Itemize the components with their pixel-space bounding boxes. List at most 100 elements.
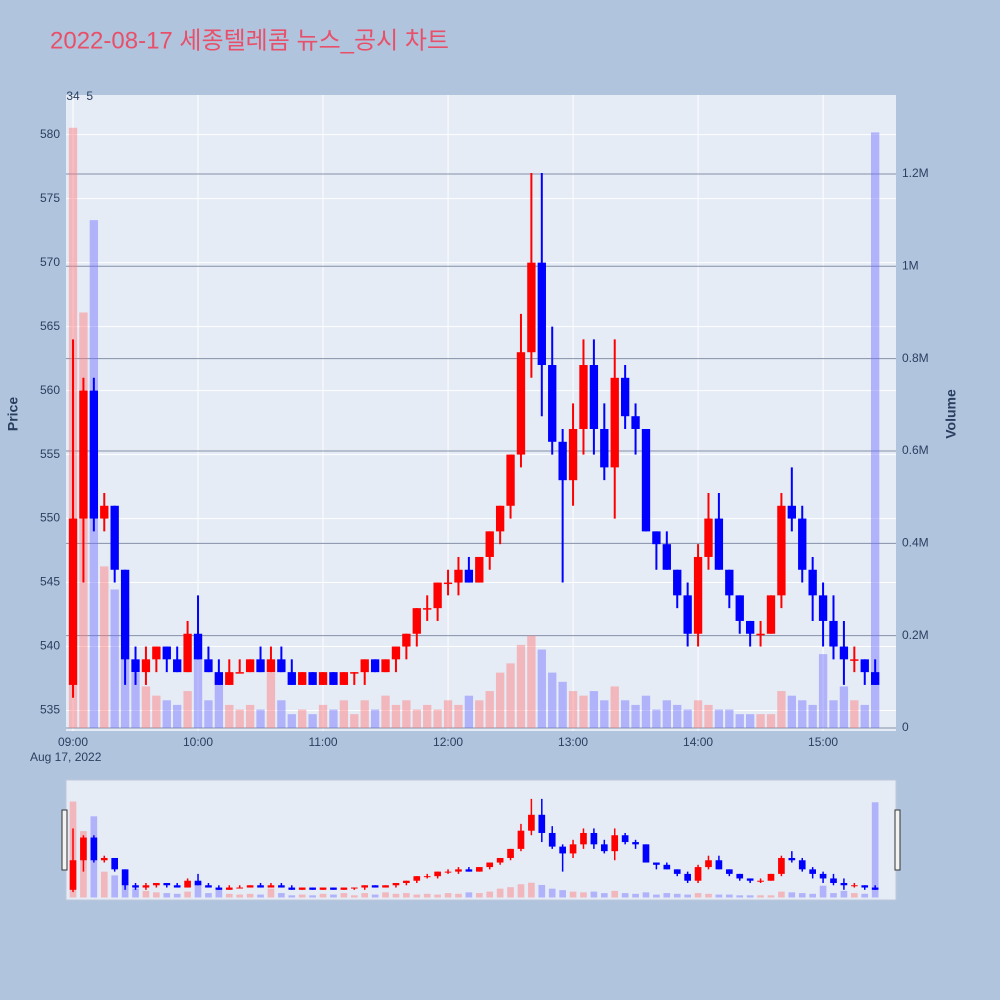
volume-bar bbox=[641, 695, 651, 728]
volume-bar bbox=[162, 700, 171, 728]
volume-bar bbox=[600, 700, 609, 728]
slider-volume-bar bbox=[725, 894, 733, 898]
slider-candle-body bbox=[673, 869, 681, 874]
volume-bar bbox=[350, 714, 359, 728]
slider-volume-bar bbox=[423, 893, 431, 898]
slider-volume-bar bbox=[621, 893, 629, 898]
candle-body bbox=[704, 518, 713, 557]
candle-body bbox=[777, 505, 786, 596]
volume-bar bbox=[798, 700, 807, 728]
slider-candle-body bbox=[246, 885, 254, 888]
candle-body bbox=[818, 595, 828, 621]
slider-candle-body bbox=[184, 880, 191, 888]
slider-candle-body bbox=[194, 880, 202, 886]
slider-volume-bar bbox=[715, 894, 723, 898]
candle-body bbox=[318, 672, 328, 685]
volume-bar bbox=[829, 700, 838, 728]
volume-bar bbox=[266, 672, 276, 728]
candle-body bbox=[579, 365, 588, 429]
candle-body bbox=[433, 582, 442, 609]
volume-bar bbox=[100, 566, 109, 728]
x-tick-label: 11:00 bbox=[308, 735, 337, 749]
candle-body bbox=[506, 454, 515, 506]
y2-tick-label: 0.6M bbox=[902, 443, 929, 457]
candle-body bbox=[68, 518, 78, 685]
slider-candle-body bbox=[69, 860, 77, 890]
slider-volume-bar bbox=[205, 893, 212, 898]
slider-volume-bar bbox=[830, 893, 837, 898]
slider-volume-bar bbox=[153, 892, 160, 898]
candle-body bbox=[173, 659, 182, 673]
slider-candle-body bbox=[111, 857, 119, 870]
volume-bar bbox=[485, 691, 494, 728]
candle-body bbox=[662, 544, 671, 570]
candle-body bbox=[339, 672, 349, 685]
candle-body bbox=[527, 262, 536, 353]
slider-candle-body bbox=[205, 885, 212, 888]
slider-candle-body bbox=[309, 887, 316, 890]
slider-volume-bar bbox=[434, 894, 441, 898]
candle-body bbox=[870, 672, 880, 685]
slider-volume-bar bbox=[705, 893, 712, 898]
volume-bar bbox=[433, 709, 442, 728]
slider-candle-body bbox=[507, 848, 514, 858]
volume-bar bbox=[329, 709, 338, 728]
candle-body bbox=[631, 416, 640, 429]
candle-body bbox=[464, 569, 474, 583]
x-tick-label: 14:00 bbox=[683, 735, 713, 749]
volume-bar bbox=[568, 691, 578, 728]
slider-volume-bar bbox=[600, 893, 608, 898]
y-tick-label: 570 bbox=[40, 255, 60, 269]
slider-volume-bar bbox=[632, 893, 639, 898]
slider-volume-bar bbox=[850, 893, 858, 898]
volume-bar bbox=[235, 709, 244, 728]
volume-bar bbox=[256, 709, 265, 728]
slider-candle-body bbox=[694, 867, 702, 881]
x-tick-label: 12:00 bbox=[433, 735, 463, 749]
candle-body bbox=[120, 569, 130, 660]
slider-volume-bar bbox=[538, 884, 546, 898]
range-slider[interactable] bbox=[65, 779, 897, 901]
volume-bar bbox=[495, 672, 505, 728]
slider-volume-bar bbox=[507, 887, 514, 898]
plot-area bbox=[66, 95, 896, 731]
volume-bar bbox=[704, 704, 713, 728]
candle-body bbox=[641, 428, 651, 532]
volume-bar bbox=[818, 654, 828, 728]
slider-volume-bar bbox=[778, 891, 785, 898]
x-tick-label: 10:00 bbox=[183, 735, 213, 749]
slider-candle-body bbox=[434, 871, 441, 877]
volume-bar bbox=[110, 589, 119, 728]
slider-candle-body bbox=[163, 882, 171, 886]
volume-bar bbox=[735, 714, 744, 728]
candle-body bbox=[808, 569, 817, 596]
slider-volume-bar bbox=[184, 891, 191, 898]
annotation: 34 bbox=[66, 89, 80, 103]
candle-body bbox=[589, 365, 599, 429]
slider-volume-bar bbox=[309, 895, 316, 898]
volume-bar bbox=[454, 704, 463, 728]
volume-bar bbox=[548, 672, 557, 728]
slider-handle[interactable] bbox=[894, 809, 901, 871]
slider-volume-bar bbox=[215, 888, 223, 898]
slider-volume-bar bbox=[798, 893, 806, 898]
volume-bar bbox=[298, 709, 307, 728]
volume-bar bbox=[620, 700, 630, 728]
slider-volume-bar bbox=[788, 892, 796, 898]
slider-volume-bar bbox=[569, 891, 577, 898]
candle-body bbox=[381, 659, 390, 673]
slider-volume-bar bbox=[111, 875, 119, 898]
x-tick-label: 15:00 bbox=[808, 735, 838, 749]
candle-body bbox=[610, 377, 619, 468]
slider-volume-bar bbox=[350, 895, 358, 898]
slider-candle-body bbox=[225, 887, 233, 890]
slider-handle[interactable] bbox=[61, 809, 68, 871]
candle-body bbox=[193, 633, 203, 660]
candle-body bbox=[600, 428, 609, 468]
chart-title: 2022-08-17 세종텔레콤 뉴스_공시 차트 bbox=[50, 27, 449, 54]
y-tick-label: 565 bbox=[40, 319, 60, 333]
candle-body bbox=[516, 352, 526, 455]
volume-bar bbox=[673, 704, 682, 728]
candle-body bbox=[204, 659, 213, 673]
y-tick-label: 535 bbox=[40, 703, 60, 717]
